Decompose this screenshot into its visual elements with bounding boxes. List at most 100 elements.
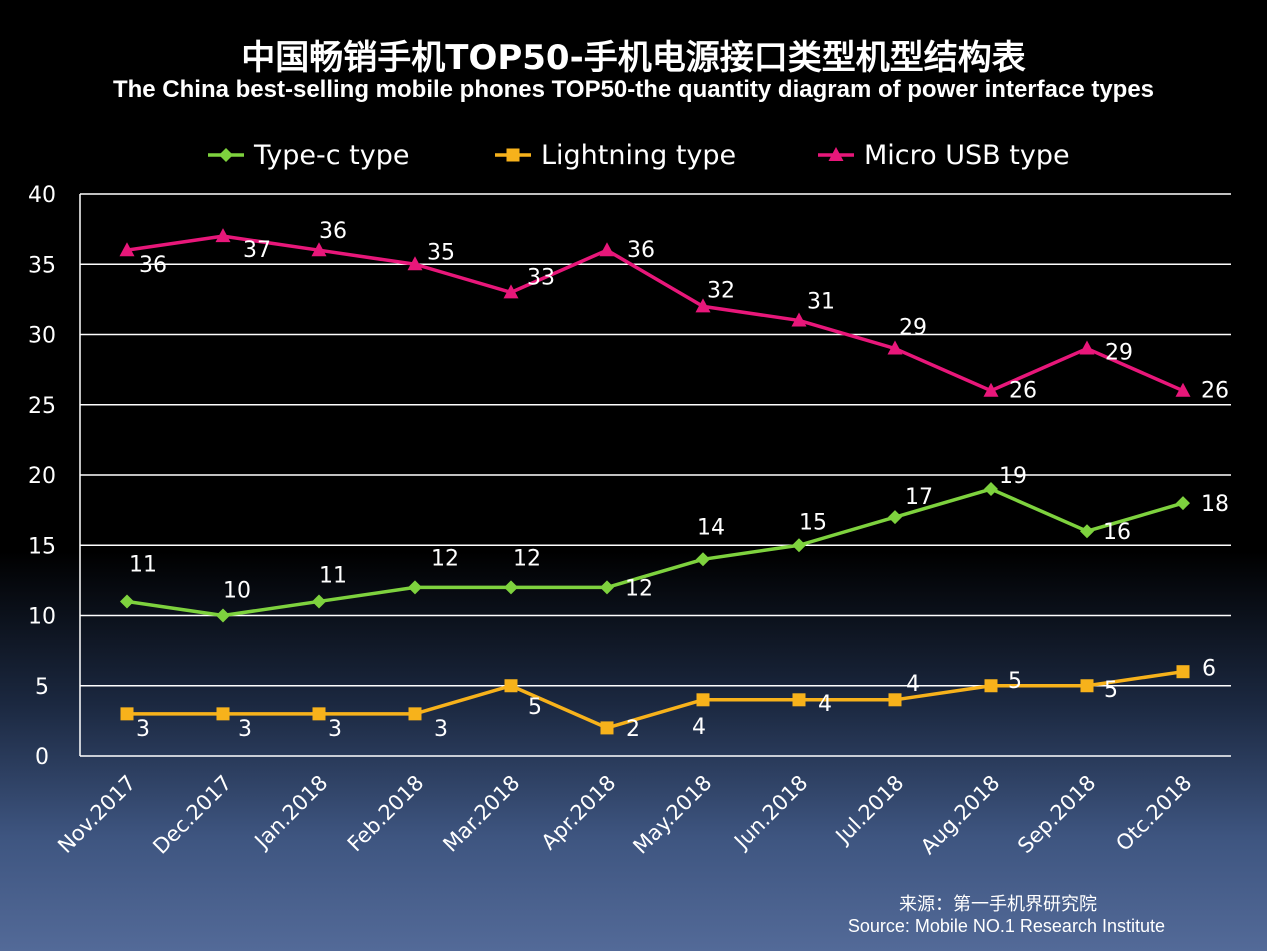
data-label: 12 [513,546,541,571]
data-label: 29 [1105,341,1133,366]
x-tick-label: Apr.2018 [537,771,621,855]
data-point-marker [120,594,134,609]
data-point-marker [983,382,999,397]
data-point-marker [119,242,135,257]
data-point-marker [408,580,422,595]
x-axis: Nov.2017 Dec.2017 Jan.2018 Feb.2018 Mar.2018… [53,771,1196,859]
data-label: 26 [1201,379,1229,404]
x-tick-label: Dec.2017 [148,771,236,859]
data-label: 32 [707,278,735,303]
data-point-marker [1080,524,1094,539]
data-label: 29 [899,316,927,341]
data-point-marker [600,580,614,595]
data-point-marker [504,580,518,595]
y-tick-label: 35 [28,253,56,278]
x-tick-label: Sep.2018 [1013,771,1100,858]
series-line [126,487,1184,618]
chart-title: 中国畅销手机TOP50-手机电源接口类型机型结构表 [241,38,1026,78]
y-tick-label: 25 [28,394,56,419]
data-point-marker [828,147,844,161]
data-label: 10 [223,579,251,604]
data-label: 12 [431,546,459,571]
data-point-marker [120,707,134,721]
data-point-marker [408,707,422,721]
series-line [127,669,1184,730]
data-label: 2 [626,717,640,742]
x-tick-label: Jul.2018 [830,771,909,850]
data-label: 4 [818,692,832,717]
data-point-marker [219,148,233,162]
data-point-marker [503,284,519,299]
data-label: 12 [625,576,653,601]
data-point-marker [1079,340,1095,355]
data-label: 3 [328,717,342,742]
data-point-marker [696,552,710,567]
y-tick-label: 20 [28,464,56,489]
grid-lines [80,193,1231,757]
data-label: 36 [627,238,655,263]
data-point-marker [506,148,520,162]
data-point-marker [1175,382,1191,397]
series-line [126,234,1184,393]
legend: Type-c type Lightning type Micro USB type [208,140,1070,171]
data-label: 14 [697,515,725,540]
y-tick-label: 40 [28,183,56,208]
y-tick-label: 5 [35,675,49,700]
x-tick-label: Mar.2018 [438,771,524,857]
legend-label: Lightning type [541,140,736,171]
y-tick-label: 0 [35,745,49,770]
x-tick-label: Feb.2018 [343,771,429,857]
data-label: 11 [129,552,157,577]
y-tick-label: 15 [28,534,56,559]
y-axis: 0 5 10 15 20 25 30 35 40 [28,183,81,770]
data-point-marker [1080,679,1094,693]
y-tick-label: 10 [28,605,56,630]
data-point-marker [888,693,902,707]
data-label: 3 [136,717,150,742]
data-label: 18 [1201,492,1229,517]
data-point-marker [600,721,614,735]
data-point-marker [216,608,230,623]
data-label: 3 [238,717,252,742]
x-tick-label: Aug.2018 [916,771,1004,859]
data-label: 16 [1103,520,1131,545]
data-point-marker [984,482,998,497]
data-label: 33 [527,265,555,290]
x-tick-label: Nov.2017 [53,771,140,858]
data-label: 26 [1009,379,1037,404]
data-point-marker [599,242,615,257]
data-label: 31 [807,289,835,314]
data-point-marker [887,340,903,355]
data-point-marker [984,679,998,693]
data-label: 36 [139,253,167,278]
data-point-marker [311,242,327,257]
x-tick-label: Otc.2018 [1111,771,1196,856]
data-label: 17 [905,485,933,510]
source-en: Source: Mobile NO.1 Research Institute [847,916,1165,936]
data-label: 3 [434,717,448,742]
legend-label: Type-c type [253,140,410,171]
x-tick-label: Jan.2018 [249,771,333,855]
data-label: 6 [1202,657,1216,682]
data-point-marker [216,707,230,721]
source-cn: 来源：第一手机界研究院 [899,894,1097,914]
data-label: 36 [319,219,347,244]
data-point-marker [504,679,518,693]
data-label: 4 [906,672,920,697]
data-point-marker [312,707,326,721]
data-point-marker [1176,496,1190,511]
data-label: 5 [1008,669,1022,694]
data-label: 37 [243,238,271,263]
data-point-marker [792,538,806,553]
data-label: 5 [528,695,542,720]
x-tick-label: May.2018 [628,771,716,859]
data-point-marker [695,298,711,313]
data-label: 11 [319,563,347,588]
x-tick-label: Jun.2018 [728,771,812,855]
chart-subtitle: The China best-selling mobile phones TOP… [112,76,1155,103]
legend-label: Micro USB type [864,140,1070,171]
data-point-marker [1176,665,1190,679]
data-label: 4 [692,715,706,740]
